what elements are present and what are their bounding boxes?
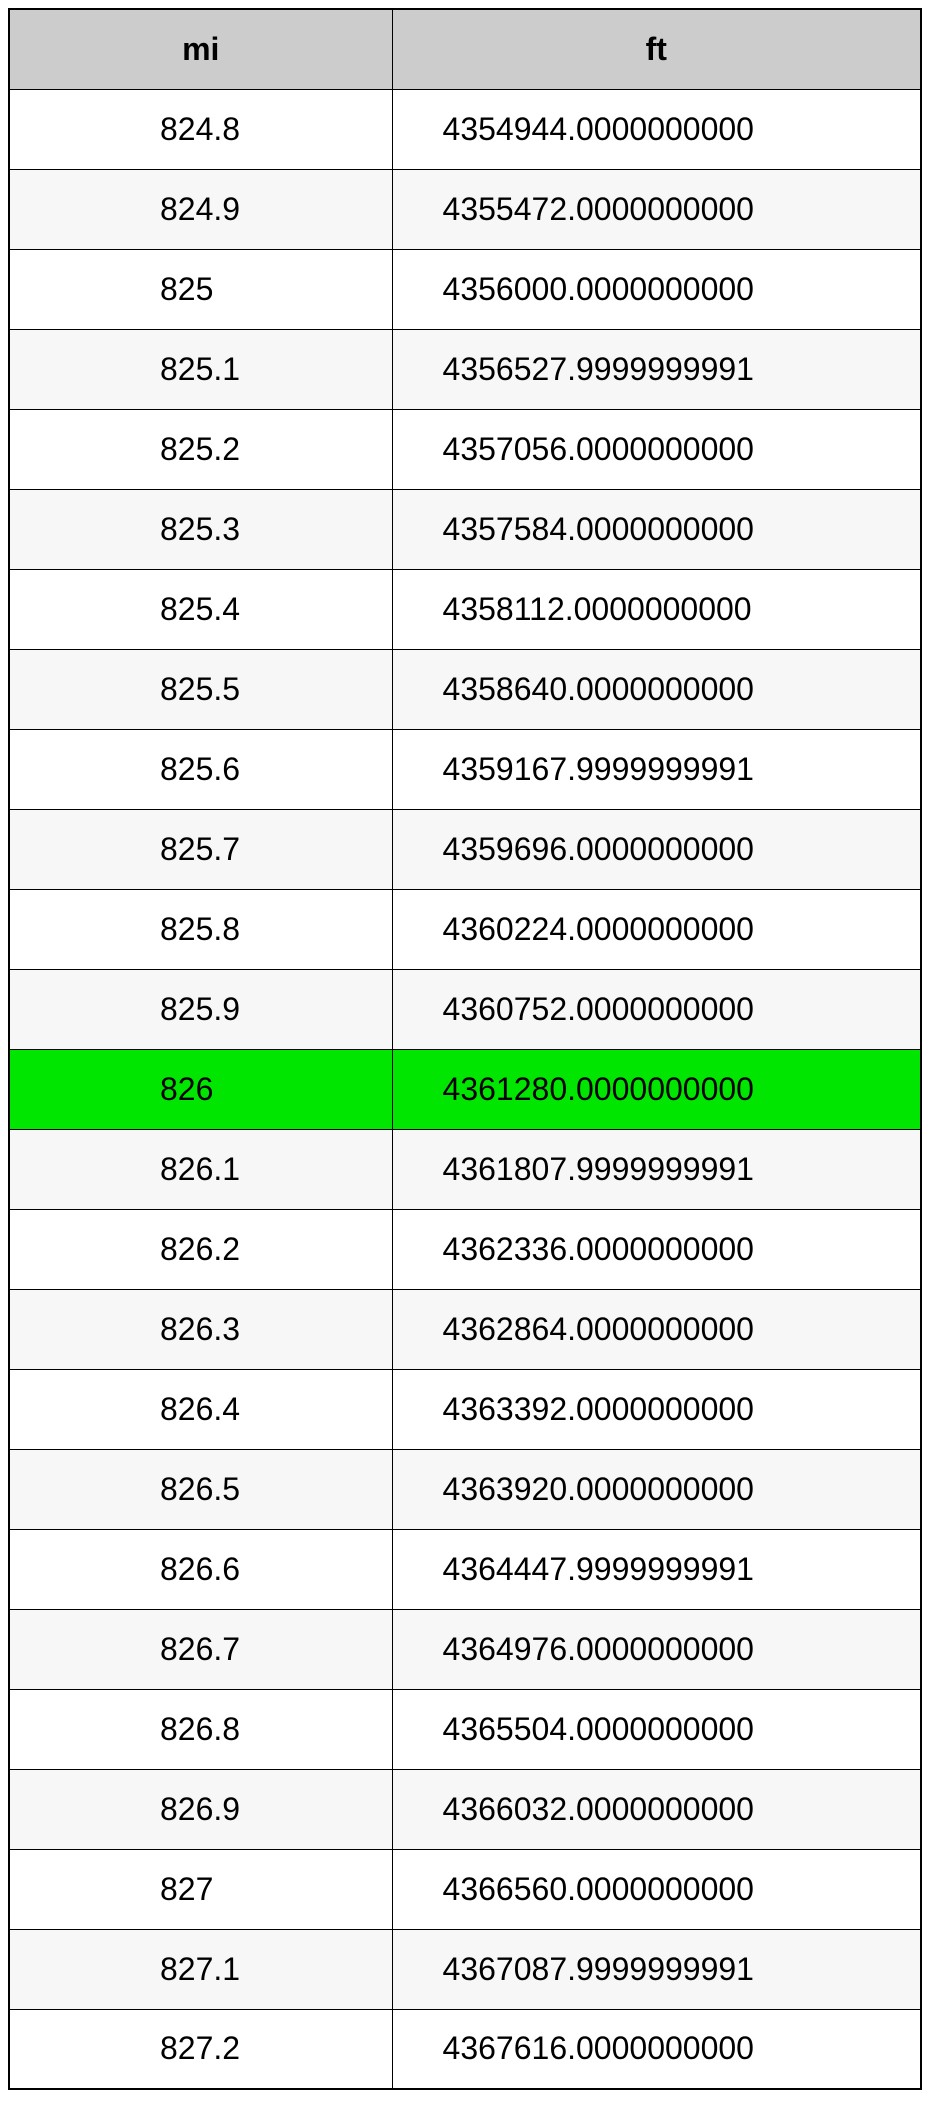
cell-ft: 4363392.0000000000 [392, 1369, 921, 1449]
cell-ft: 4362336.0000000000 [392, 1209, 921, 1289]
table-row: 827.14367087.9999999991 [9, 1929, 921, 2009]
cell-ft: 4364976.0000000000 [392, 1609, 921, 1689]
cell-mi: 827.2 [9, 2009, 392, 2089]
table-row: 824.94355472.0000000000 [9, 169, 921, 249]
table-row: 826.24362336.0000000000 [9, 1209, 921, 1289]
cell-mi: 825.4 [9, 569, 392, 649]
cell-ft: 4366032.0000000000 [392, 1769, 921, 1849]
cell-ft: 4358112.0000000000 [392, 569, 921, 649]
cell-ft: 4359696.0000000000 [392, 809, 921, 889]
cell-ft: 4365504.0000000000 [392, 1689, 921, 1769]
header-ft: ft [392, 9, 921, 89]
cell-mi: 826 [9, 1049, 392, 1129]
table-row: 824.84354944.0000000000 [9, 89, 921, 169]
table-row: 826.44363392.0000000000 [9, 1369, 921, 1449]
cell-ft: 4367087.9999999991 [392, 1929, 921, 2009]
cell-mi: 825.7 [9, 809, 392, 889]
table-row: 826.94366032.0000000000 [9, 1769, 921, 1849]
cell-mi: 826.4 [9, 1369, 392, 1449]
cell-ft: 4359167.9999999991 [392, 729, 921, 809]
table-row: 825.84360224.0000000000 [9, 889, 921, 969]
cell-mi: 826.3 [9, 1289, 392, 1369]
cell-ft: 4355472.0000000000 [392, 169, 921, 249]
cell-mi: 825.9 [9, 969, 392, 1049]
cell-ft: 4356527.9999999991 [392, 329, 921, 409]
table-row: 826.64364447.9999999991 [9, 1529, 921, 1609]
cell-mi: 824.8 [9, 89, 392, 169]
cell-ft: 4360224.0000000000 [392, 889, 921, 969]
table-row: 826.14361807.9999999991 [9, 1129, 921, 1209]
cell-ft: 4358640.0000000000 [392, 649, 921, 729]
cell-mi: 825 [9, 249, 392, 329]
cell-mi: 826.2 [9, 1209, 392, 1289]
cell-ft: 4367616.0000000000 [392, 2009, 921, 2089]
table-row: 825.34357584.0000000000 [9, 489, 921, 569]
table-row: 825.14356527.9999999991 [9, 329, 921, 409]
table-row: 826.74364976.0000000000 [9, 1609, 921, 1689]
table-row: 825.74359696.0000000000 [9, 809, 921, 889]
cell-mi: 825.6 [9, 729, 392, 809]
cell-ft: 4364447.9999999991 [392, 1529, 921, 1609]
table-row: 8264361280.0000000000 [9, 1049, 921, 1129]
table-header-row: mi ft [9, 9, 921, 89]
cell-mi: 826.8 [9, 1689, 392, 1769]
cell-ft: 4356000.0000000000 [392, 249, 921, 329]
cell-mi: 825.2 [9, 409, 392, 489]
cell-ft: 4360752.0000000000 [392, 969, 921, 1049]
table-row: 825.54358640.0000000000 [9, 649, 921, 729]
table-row: 826.84365504.0000000000 [9, 1689, 921, 1769]
table-row: 825.24357056.0000000000 [9, 409, 921, 489]
table-row: 8274366560.0000000000 [9, 1849, 921, 1929]
cell-ft: 4361807.9999999991 [392, 1129, 921, 1209]
cell-ft: 4363920.0000000000 [392, 1449, 921, 1529]
cell-mi: 826.5 [9, 1449, 392, 1529]
conversion-table: mi ft 824.84354944.0000000000824.9435547… [8, 8, 922, 2090]
table-body: 824.84354944.0000000000824.94355472.0000… [9, 89, 921, 2089]
cell-mi: 825.3 [9, 489, 392, 569]
cell-ft: 4357056.0000000000 [392, 409, 921, 489]
table-row: 826.34362864.0000000000 [9, 1289, 921, 1369]
cell-mi: 825.1 [9, 329, 392, 409]
cell-mi: 826.9 [9, 1769, 392, 1849]
cell-ft: 4362864.0000000000 [392, 1289, 921, 1369]
table-row: 8254356000.0000000000 [9, 249, 921, 329]
cell-mi: 826.7 [9, 1609, 392, 1689]
cell-mi: 827.1 [9, 1929, 392, 2009]
cell-mi: 825.5 [9, 649, 392, 729]
table-row: 825.64359167.9999999991 [9, 729, 921, 809]
cell-ft: 4366560.0000000000 [392, 1849, 921, 1929]
cell-mi: 826.1 [9, 1129, 392, 1209]
cell-mi: 827 [9, 1849, 392, 1929]
table-row: 826.54363920.0000000000 [9, 1449, 921, 1529]
cell-ft: 4361280.0000000000 [392, 1049, 921, 1129]
table-row: 825.94360752.0000000000 [9, 969, 921, 1049]
cell-mi: 824.9 [9, 169, 392, 249]
header-mi: mi [9, 9, 392, 89]
cell-ft: 4357584.0000000000 [392, 489, 921, 569]
cell-mi: 826.6 [9, 1529, 392, 1609]
table-row: 827.24367616.0000000000 [9, 2009, 921, 2089]
table-row: 825.44358112.0000000000 [9, 569, 921, 649]
cell-ft: 4354944.0000000000 [392, 89, 921, 169]
cell-mi: 825.8 [9, 889, 392, 969]
